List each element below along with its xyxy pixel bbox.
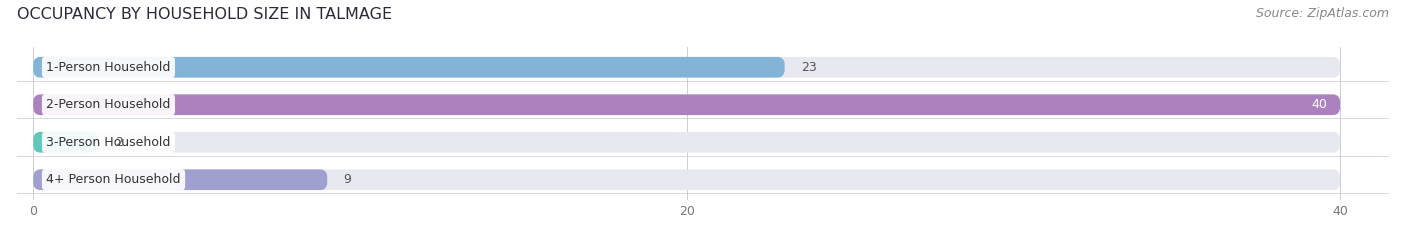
Text: 23: 23: [801, 61, 817, 74]
Text: 4+ Person Household: 4+ Person Household: [46, 173, 181, 186]
FancyBboxPatch shape: [34, 132, 1340, 153]
Text: 1-Person Household: 1-Person Household: [46, 61, 170, 74]
FancyBboxPatch shape: [34, 169, 328, 190]
Text: OCCUPANCY BY HOUSEHOLD SIZE IN TALMAGE: OCCUPANCY BY HOUSEHOLD SIZE IN TALMAGE: [17, 7, 392, 22]
FancyBboxPatch shape: [34, 94, 1340, 115]
FancyBboxPatch shape: [34, 169, 1340, 190]
Text: 2: 2: [115, 136, 122, 149]
FancyBboxPatch shape: [34, 94, 1340, 115]
Text: 2-Person Household: 2-Person Household: [46, 98, 170, 111]
FancyBboxPatch shape: [34, 132, 98, 153]
Text: 40: 40: [1312, 98, 1327, 111]
Text: 9: 9: [343, 173, 352, 186]
FancyBboxPatch shape: [34, 57, 1340, 78]
Text: 3-Person Household: 3-Person Household: [46, 136, 170, 149]
FancyBboxPatch shape: [34, 57, 785, 78]
Text: Source: ZipAtlas.com: Source: ZipAtlas.com: [1256, 7, 1389, 20]
